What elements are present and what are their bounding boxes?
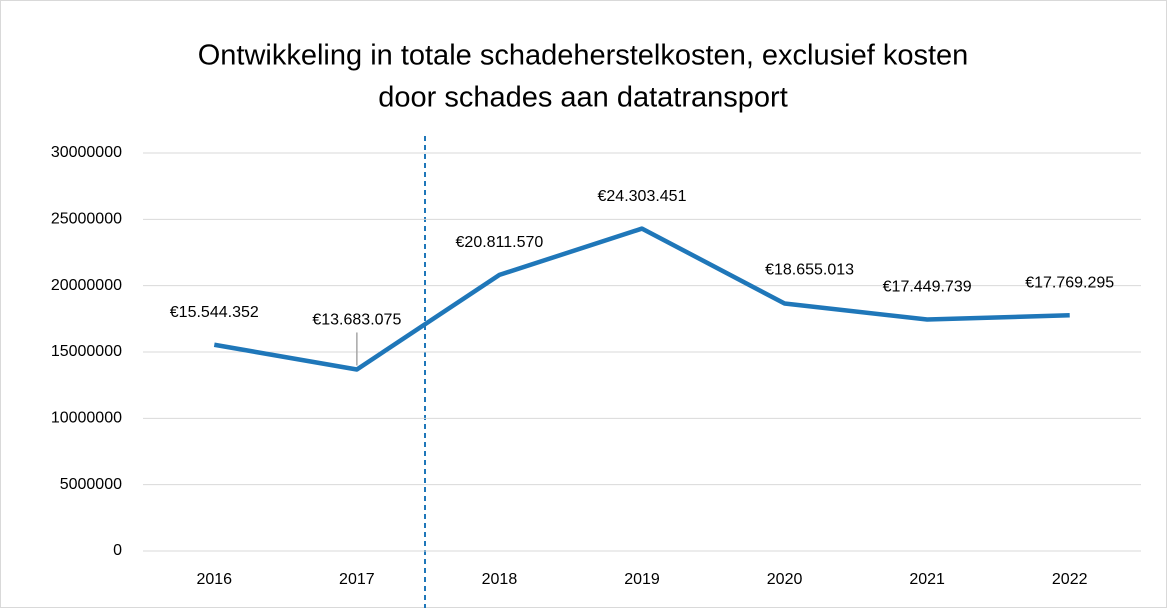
data-label: €17.449.739 (883, 279, 972, 296)
data-line (213, 226, 1070, 372)
x-tick-label: 2022 (1052, 571, 1088, 588)
y-tick-label: 15000000 (51, 343, 122, 360)
chart-title: door schades aan datatransport (378, 82, 788, 114)
y-tick-label: 0 (113, 542, 122, 559)
x-tick-label: 2017 (339, 571, 375, 588)
y-tick-label: 25000000 (51, 211, 122, 228)
x-tick-label: 2020 (767, 571, 803, 588)
chart-title: Ontwikkeling in totale schadeherstelkost… (198, 40, 969, 72)
y-tick-label: 5000000 (60, 476, 122, 493)
data-label: €24.303.451 (598, 188, 687, 205)
data-label: €17.769.295 (1025, 274, 1114, 291)
y-tick-label: 30000000 (51, 144, 122, 161)
data-label: €15.544.352 (170, 304, 259, 321)
data-label: €18.655.013 (765, 262, 854, 279)
data-label: €20.811.570 (456, 234, 544, 251)
x-tick-label: 2021 (909, 571, 945, 588)
x-tick-label: 2016 (196, 571, 232, 588)
x-tick-label: 2019 (624, 571, 660, 588)
y-tick-label: 10000000 (51, 410, 122, 427)
data-label: €13.683.075 (312, 312, 401, 329)
x-tick-label: 2018 (482, 571, 518, 588)
y-tick-label: 20000000 (51, 277, 122, 294)
